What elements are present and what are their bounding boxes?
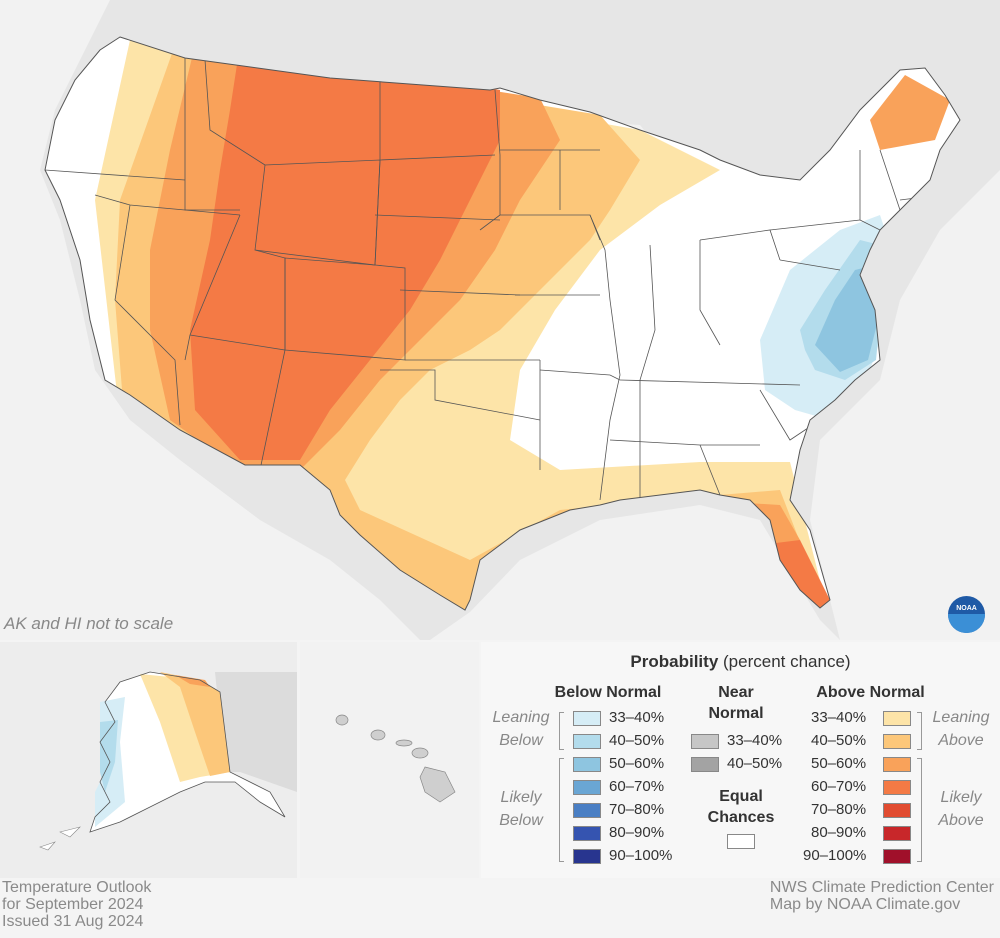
swatch-above-70-80 <box>883 803 911 818</box>
likely-above-label: Likely Above <box>938 789 984 829</box>
leaning-below-label: Leaning Below <box>492 709 550 749</box>
alaska-above-40-50 <box>160 672 230 776</box>
ocean-pacific <box>0 0 420 640</box>
scale-note: AK and HI not to scale <box>4 614 174 633</box>
equal-chances-header: Equal Chances <box>707 788 775 826</box>
swatch-above-33-40 <box>883 711 911 726</box>
swatch-above-50-60 <box>883 757 911 772</box>
above-50-60-ne-region <box>870 75 950 150</box>
swatch-below-60-70 <box>573 780 601 795</box>
legend-panel: Probability (percent chance) Below Norma… <box>481 642 1000 878</box>
leaning-above-label: Leaning Above <box>932 709 990 749</box>
swatch-equal-chances <box>727 834 755 849</box>
swatch-below-50-60 <box>573 757 601 772</box>
near-normal-header: Near Normal <box>708 684 764 722</box>
below-50-60-region <box>815 265 878 372</box>
above-60-70-region <box>190 45 500 460</box>
credit-caption: NWS Climate Prediction Center Map by NOA… <box>769 879 994 913</box>
island-kauai <box>335 714 349 726</box>
swatch-below-70-80 <box>573 803 601 818</box>
swatch-below-33-40 <box>573 711 601 726</box>
swatch-above-90-100 <box>883 849 911 864</box>
swatch-above-60-70 <box>883 780 911 795</box>
conus-outline <box>44 36 961 611</box>
above-normal-header: Above Normal <box>816 684 925 701</box>
ocean-atlantic <box>810 170 1000 640</box>
below-normal-header: Below Normal <box>554 684 662 701</box>
hawaii-inset <box>300 642 479 878</box>
swatch-near-33-40 <box>691 734 719 749</box>
gulf-of-mexico <box>430 505 840 640</box>
alaska-below-40-50 <box>100 720 118 792</box>
likely-below-label: Likely Below <box>499 789 543 829</box>
legend-title: Probability (percent chance) <box>630 652 851 671</box>
conus-map <box>0 0 1000 640</box>
swatch-near-40-50 <box>691 757 719 772</box>
outlook-caption: Temperature Outlook for September 2024 I… <box>2 879 152 930</box>
state-borders <box>45 58 941 505</box>
noaa-logo-icon: NOAA <box>948 596 985 633</box>
swatch-above-40-50 <box>883 734 911 749</box>
island-hawaii <box>419 766 456 803</box>
swatch-below-80-90 <box>573 826 601 841</box>
island-molokai <box>395 739 413 747</box>
swatch-below-90-100 <box>573 849 601 864</box>
island-maui <box>411 747 429 759</box>
swatch-below-40-50 <box>573 734 601 749</box>
alaska-above-50-60 <box>175 675 210 687</box>
alaska-inset <box>0 642 297 878</box>
swatch-above-80-90 <box>883 826 911 841</box>
island-oahu <box>370 729 386 741</box>
